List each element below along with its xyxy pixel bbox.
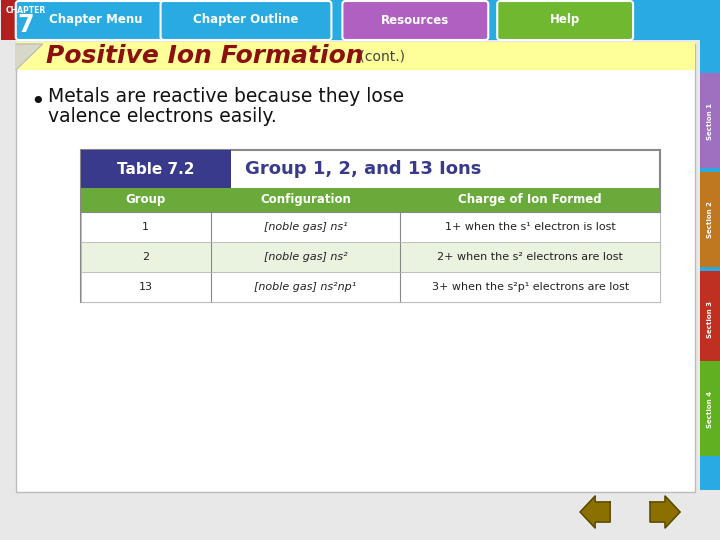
Polygon shape (580, 496, 610, 528)
Text: 1+ when the s¹ electron is lost: 1+ when the s¹ electron is lost (445, 222, 616, 232)
Text: 2+ when the s² electrons are lost: 2+ when the s² electrons are lost (437, 252, 623, 262)
FancyBboxPatch shape (16, 44, 695, 492)
FancyBboxPatch shape (498, 1, 633, 40)
Text: Help: Help (550, 14, 580, 26)
FancyBboxPatch shape (81, 242, 660, 272)
FancyBboxPatch shape (700, 73, 720, 168)
Text: Section 4: Section 4 (707, 390, 713, 428)
Polygon shape (650, 496, 680, 528)
Text: CHAPTER: CHAPTER (6, 6, 46, 15)
Text: Configuration: Configuration (260, 193, 351, 206)
Text: 1: 1 (142, 222, 149, 232)
FancyBboxPatch shape (16, 42, 695, 70)
FancyBboxPatch shape (700, 172, 720, 267)
Text: 3+ when the s²p¹ electrons are lost: 3+ when the s²p¹ electrons are lost (431, 282, 629, 292)
FancyBboxPatch shape (81, 212, 660, 242)
Text: Chapter Outline: Chapter Outline (193, 14, 298, 26)
Polygon shape (16, 44, 42, 70)
Text: 2: 2 (142, 252, 149, 262)
Text: Metals are reactive because they lose: Metals are reactive because they lose (48, 87, 404, 106)
Text: Section 3: Section 3 (707, 300, 713, 338)
FancyBboxPatch shape (81, 150, 660, 302)
Text: Group: Group (125, 193, 166, 206)
Text: Positive Ion Formation: Positive Ion Formation (45, 44, 363, 68)
Text: 7: 7 (17, 13, 34, 37)
Text: [noble gas] ns¹: [noble gas] ns¹ (264, 222, 347, 232)
Text: [noble gas] ns²np¹: [noble gas] ns²np¹ (254, 282, 356, 292)
FancyBboxPatch shape (81, 272, 660, 302)
Text: Resources: Resources (381, 14, 449, 26)
FancyBboxPatch shape (161, 1, 331, 40)
Text: Table 7.2: Table 7.2 (117, 161, 194, 177)
FancyBboxPatch shape (700, 361, 720, 456)
FancyBboxPatch shape (700, 271, 720, 366)
FancyBboxPatch shape (1, 0, 50, 40)
Text: •: • (31, 90, 45, 114)
Text: valence electrons easily.: valence electrons easily. (48, 106, 276, 125)
FancyBboxPatch shape (1, 0, 720, 40)
Text: [noble gas] ns²: [noble gas] ns² (264, 252, 347, 262)
FancyBboxPatch shape (81, 188, 660, 212)
FancyBboxPatch shape (16, 1, 176, 40)
Text: 13: 13 (138, 282, 153, 292)
FancyBboxPatch shape (343, 1, 488, 40)
Text: (cont.): (cont.) (356, 49, 405, 63)
Text: Group 1, 2, and 13 Ions: Group 1, 2, and 13 Ions (246, 160, 482, 178)
FancyBboxPatch shape (700, 40, 720, 490)
Text: Section 2: Section 2 (707, 201, 713, 239)
Text: Section 1: Section 1 (707, 103, 713, 139)
FancyBboxPatch shape (81, 150, 230, 188)
Text: Charge of Ion Formed: Charge of Ion Formed (459, 193, 602, 206)
Text: Chapter Menu: Chapter Menu (49, 14, 143, 26)
